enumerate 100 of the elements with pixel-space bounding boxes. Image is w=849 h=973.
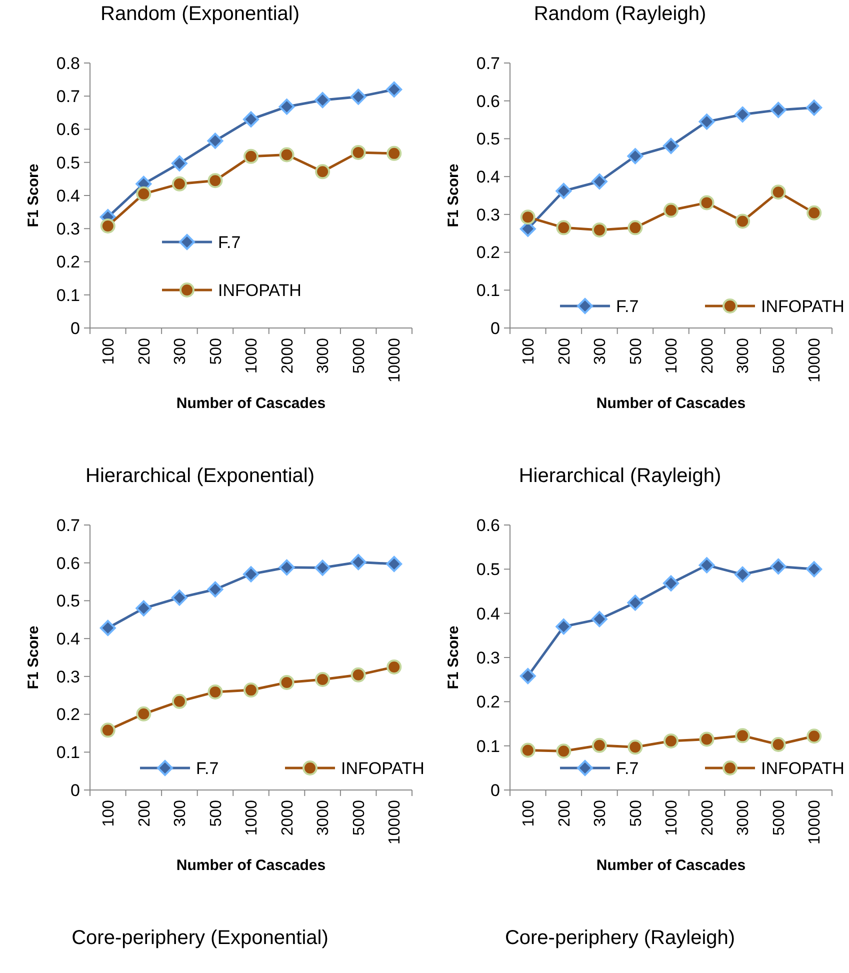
point xyxy=(171,155,188,172)
x-tick-label: 200 xyxy=(136,338,154,365)
legend-label: INFOPATH xyxy=(341,758,424,778)
y-tick-label: 0.6 xyxy=(476,92,500,111)
y-axis-title: F1 Score xyxy=(25,626,42,690)
point xyxy=(770,184,786,200)
chart-title: Random (Exponential) xyxy=(100,3,300,25)
point xyxy=(699,195,714,210)
y-tick-label: 0.1 xyxy=(56,743,80,762)
point xyxy=(627,148,644,164)
y-tick-label: 0.3 xyxy=(476,648,500,668)
point xyxy=(243,566,259,582)
x-axis-title: Number of Cascades xyxy=(596,395,746,412)
x-tick-label: 5000 xyxy=(770,338,788,374)
point xyxy=(735,728,750,744)
text: Core-periphery (Rayleigh) xyxy=(504,927,736,949)
x-tick-label: 200 xyxy=(556,338,574,365)
y-tick-label: 0.5 xyxy=(56,153,80,172)
point xyxy=(664,733,678,748)
x-tick-label: 5000 xyxy=(350,800,368,836)
chart-title: Hierarchical (Rayleigh) xyxy=(518,465,722,487)
x-tick-label: 10000 xyxy=(386,338,404,382)
x-tick-label: 100 xyxy=(520,800,538,827)
point xyxy=(806,561,822,578)
point xyxy=(627,594,644,611)
y-tick-label: 0.2 xyxy=(56,705,80,724)
y-tick-label: 0.3 xyxy=(56,220,80,239)
y-tick-label: 0.7 xyxy=(476,54,500,73)
x-axis-title: Number of Cascades xyxy=(176,857,326,874)
x-tick-label: 2000 xyxy=(699,800,716,836)
point xyxy=(350,554,366,570)
y-tick-label: 0.1 xyxy=(56,286,80,305)
y-tick-label: 0.4 xyxy=(56,186,80,206)
point xyxy=(591,611,608,628)
x-tick-label: 1000 xyxy=(664,338,681,374)
point xyxy=(520,742,536,758)
point xyxy=(208,684,223,700)
x-axis-title: Number of Cascades xyxy=(176,395,326,412)
point xyxy=(172,694,187,709)
y-tick-label: 0.7 xyxy=(56,87,80,106)
x-tick-label: 500 xyxy=(208,800,225,827)
y-tick-label: 0.4 xyxy=(476,168,500,187)
x-tick-label: 1000 xyxy=(664,800,681,836)
y-tick-label: 0 xyxy=(490,318,500,338)
y-tick-label: 0.8 xyxy=(56,54,80,73)
point xyxy=(734,566,751,582)
y-tick-label: 0.4 xyxy=(56,630,80,649)
x-tick-label: 10000 xyxy=(386,800,404,844)
point xyxy=(314,560,331,576)
point xyxy=(556,618,572,635)
legend-label: F.7 xyxy=(616,758,639,778)
x-axis-title: Number of Cascades xyxy=(596,857,746,874)
x-tick-label: 2000 xyxy=(279,800,296,836)
legend-label: F.7 xyxy=(218,232,241,252)
y-tick-label: 0.3 xyxy=(56,667,80,686)
point xyxy=(591,173,608,190)
x-tick-label: 500 xyxy=(628,338,645,365)
point xyxy=(100,722,116,738)
point xyxy=(386,556,402,572)
point xyxy=(208,173,223,188)
point xyxy=(592,222,607,238)
point xyxy=(664,202,678,218)
x-tick-label: 10000 xyxy=(806,338,824,382)
point xyxy=(806,728,822,744)
point xyxy=(279,147,294,162)
legend-label: F.7 xyxy=(196,758,219,778)
point xyxy=(314,92,331,108)
point xyxy=(279,674,294,690)
y-tick-label: 0.5 xyxy=(476,560,500,580)
point xyxy=(663,138,679,154)
point xyxy=(806,100,822,116)
point xyxy=(315,672,330,687)
point xyxy=(350,667,366,682)
point xyxy=(100,218,116,234)
x-tick-label: 3000 xyxy=(735,800,752,836)
x-tick-label: 1000 xyxy=(244,338,261,374)
x-tick-label: 5000 xyxy=(770,800,788,836)
x-tick-label: 500 xyxy=(628,800,645,827)
point xyxy=(315,164,330,180)
x-tick-label: 100 xyxy=(100,800,118,827)
y-tick-label: 0.6 xyxy=(476,516,500,535)
x-tick-label: 3000 xyxy=(315,800,332,836)
point xyxy=(386,659,402,674)
x-tick-label: 300 xyxy=(172,338,190,365)
point xyxy=(628,220,643,236)
y-tick-label: 0.3 xyxy=(476,205,500,224)
point xyxy=(520,210,536,225)
x-tick-label: 3000 xyxy=(315,338,332,374)
x-tick-label: 500 xyxy=(208,338,225,365)
point xyxy=(244,148,258,164)
point xyxy=(136,706,152,722)
point xyxy=(350,88,366,105)
y-tick-label: 0.2 xyxy=(56,252,80,272)
y-tick-label: 0.1 xyxy=(476,281,500,300)
point xyxy=(172,176,187,192)
chart-title: Hierarchical (Exponential) xyxy=(86,465,314,487)
x-tick-label: 200 xyxy=(556,800,574,827)
y-axis-title: F1 Score xyxy=(25,164,42,228)
y-axis-title: F1 Score xyxy=(445,626,462,690)
chart-title: Random (Rayleigh) xyxy=(534,3,706,25)
